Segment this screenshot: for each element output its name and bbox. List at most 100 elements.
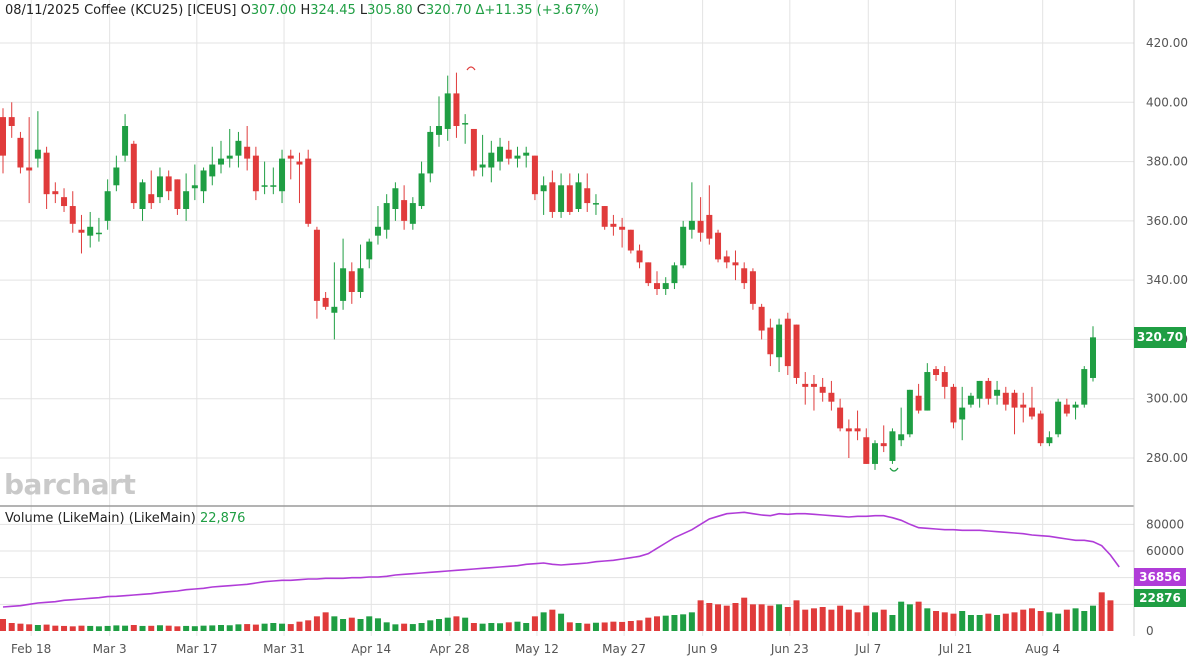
candle-body — [436, 126, 442, 135]
volume-bar — [113, 625, 120, 631]
volume-bar — [828, 609, 835, 631]
volume-header: Volume (LikeMain) (LikeMain) 22,876 — [5, 511, 245, 526]
price-tick-label: 280.00 — [1146, 451, 1188, 465]
candle-body — [444, 93, 451, 129]
volume-bar — [680, 614, 687, 631]
volume-bar — [872, 612, 878, 631]
volume-bar — [1020, 609, 1027, 631]
volume-bar — [279, 623, 286, 631]
volume-bar — [819, 607, 826, 631]
candle-body — [235, 140, 242, 156]
date-tick-label: Mar 3 — [93, 642, 127, 656]
candle-body — [1037, 413, 1044, 444]
high-value: 324.45 — [310, 3, 356, 18]
candle-body — [427, 131, 434, 174]
quote-date: 08/11/2025 — [5, 3, 80, 18]
quote-header: 08/11/2025 Coffee (KCU25) [ICEUS] O307.0… — [5, 3, 599, 18]
low-marker-icon — [889, 467, 899, 472]
candle-body — [749, 271, 756, 304]
volume-bar — [1107, 600, 1114, 631]
candle-body — [122, 126, 129, 156]
volume-bar — [671, 615, 678, 631]
date-tick-label: Jul 21 — [938, 642, 973, 656]
candle-body — [17, 137, 24, 168]
open-label: O — [240, 3, 251, 18]
volume-bar — [156, 625, 163, 631]
volume-bar — [976, 615, 983, 631]
low-label: L — [359, 3, 368, 18]
candle-body — [113, 167, 120, 186]
candle-body — [383, 203, 390, 230]
volume-bar — [0, 619, 6, 631]
volume-bar — [453, 616, 460, 631]
candle-body — [244, 146, 251, 159]
volume-bar — [697, 600, 704, 631]
quote-symbol: Coffee (KCU25) [ICEUS] — [84, 3, 237, 18]
volume-bar — [558, 613, 565, 631]
candle-body — [148, 194, 155, 204]
volume-bar — [427, 620, 434, 631]
candle-body — [165, 176, 172, 192]
price-axis-ticks: 420.00400.00380.00360.00340.00320.00300.… — [1146, 36, 1188, 465]
volume-bar — [340, 619, 347, 631]
candle-body — [261, 185, 268, 187]
change-value: Δ+11.35 (+3.67%) — [475, 3, 599, 18]
volume-bar — [575, 623, 582, 631]
volume-bar — [8, 623, 15, 631]
volume-bar — [793, 600, 800, 631]
low-value: 305.80 — [367, 3, 413, 18]
candle-body — [706, 214, 713, 239]
volume-bar — [540, 612, 547, 631]
candle-body — [61, 197, 68, 207]
volume-bar — [366, 616, 373, 631]
volume-tick-label: 80000 — [1146, 517, 1184, 531]
candle-body — [741, 268, 748, 284]
candle-body — [610, 223, 617, 227]
candle-body — [671, 265, 678, 284]
volume-bar — [95, 626, 102, 631]
volume-bar — [392, 624, 399, 631]
volume-bar — [436, 619, 442, 631]
volume-bar — [183, 625, 190, 631]
volume-bar — [61, 625, 68, 631]
volume-bar — [296, 621, 303, 631]
candle-body — [959, 407, 966, 420]
volume-bar — [87, 625, 94, 631]
volume-bar — [383, 622, 390, 631]
candle-body — [540, 185, 547, 192]
volume-bar — [488, 623, 495, 631]
volume-bar — [191, 626, 198, 631]
candle-body — [680, 226, 687, 266]
candle-body — [200, 170, 207, 192]
candle-body — [592, 203, 599, 205]
candle-body — [104, 191, 111, 221]
candle-body — [558, 185, 565, 212]
date-tick-label: Aug 4 — [1025, 642, 1060, 656]
price-grid — [0, 42, 1134, 459]
volume-bar — [165, 625, 172, 631]
candle-body — [627, 229, 634, 251]
candle-body — [723, 256, 730, 263]
candle-body — [183, 191, 190, 209]
candle-body — [191, 185, 198, 189]
volume-bar — [505, 622, 512, 631]
candle-body — [322, 297, 329, 307]
high-label: H — [300, 3, 311, 18]
volume-bar — [645, 617, 652, 631]
candle-body — [462, 123, 469, 125]
volume-bar — [959, 611, 966, 631]
close-value: 320.70 — [425, 3, 472, 18]
volume-bar — [374, 618, 381, 631]
candle-body — [889, 431, 896, 461]
date-tick-label: Feb 18 — [11, 642, 51, 656]
candle-body — [880, 443, 887, 447]
volume-bar — [1028, 608, 1035, 631]
candle-body — [906, 389, 913, 435]
volume-bar — [688, 612, 695, 631]
candle-body — [994, 389, 1001, 396]
candle-body — [401, 200, 408, 221]
volume-bars-layer — [0, 592, 1114, 631]
candle-body — [1020, 404, 1027, 408]
